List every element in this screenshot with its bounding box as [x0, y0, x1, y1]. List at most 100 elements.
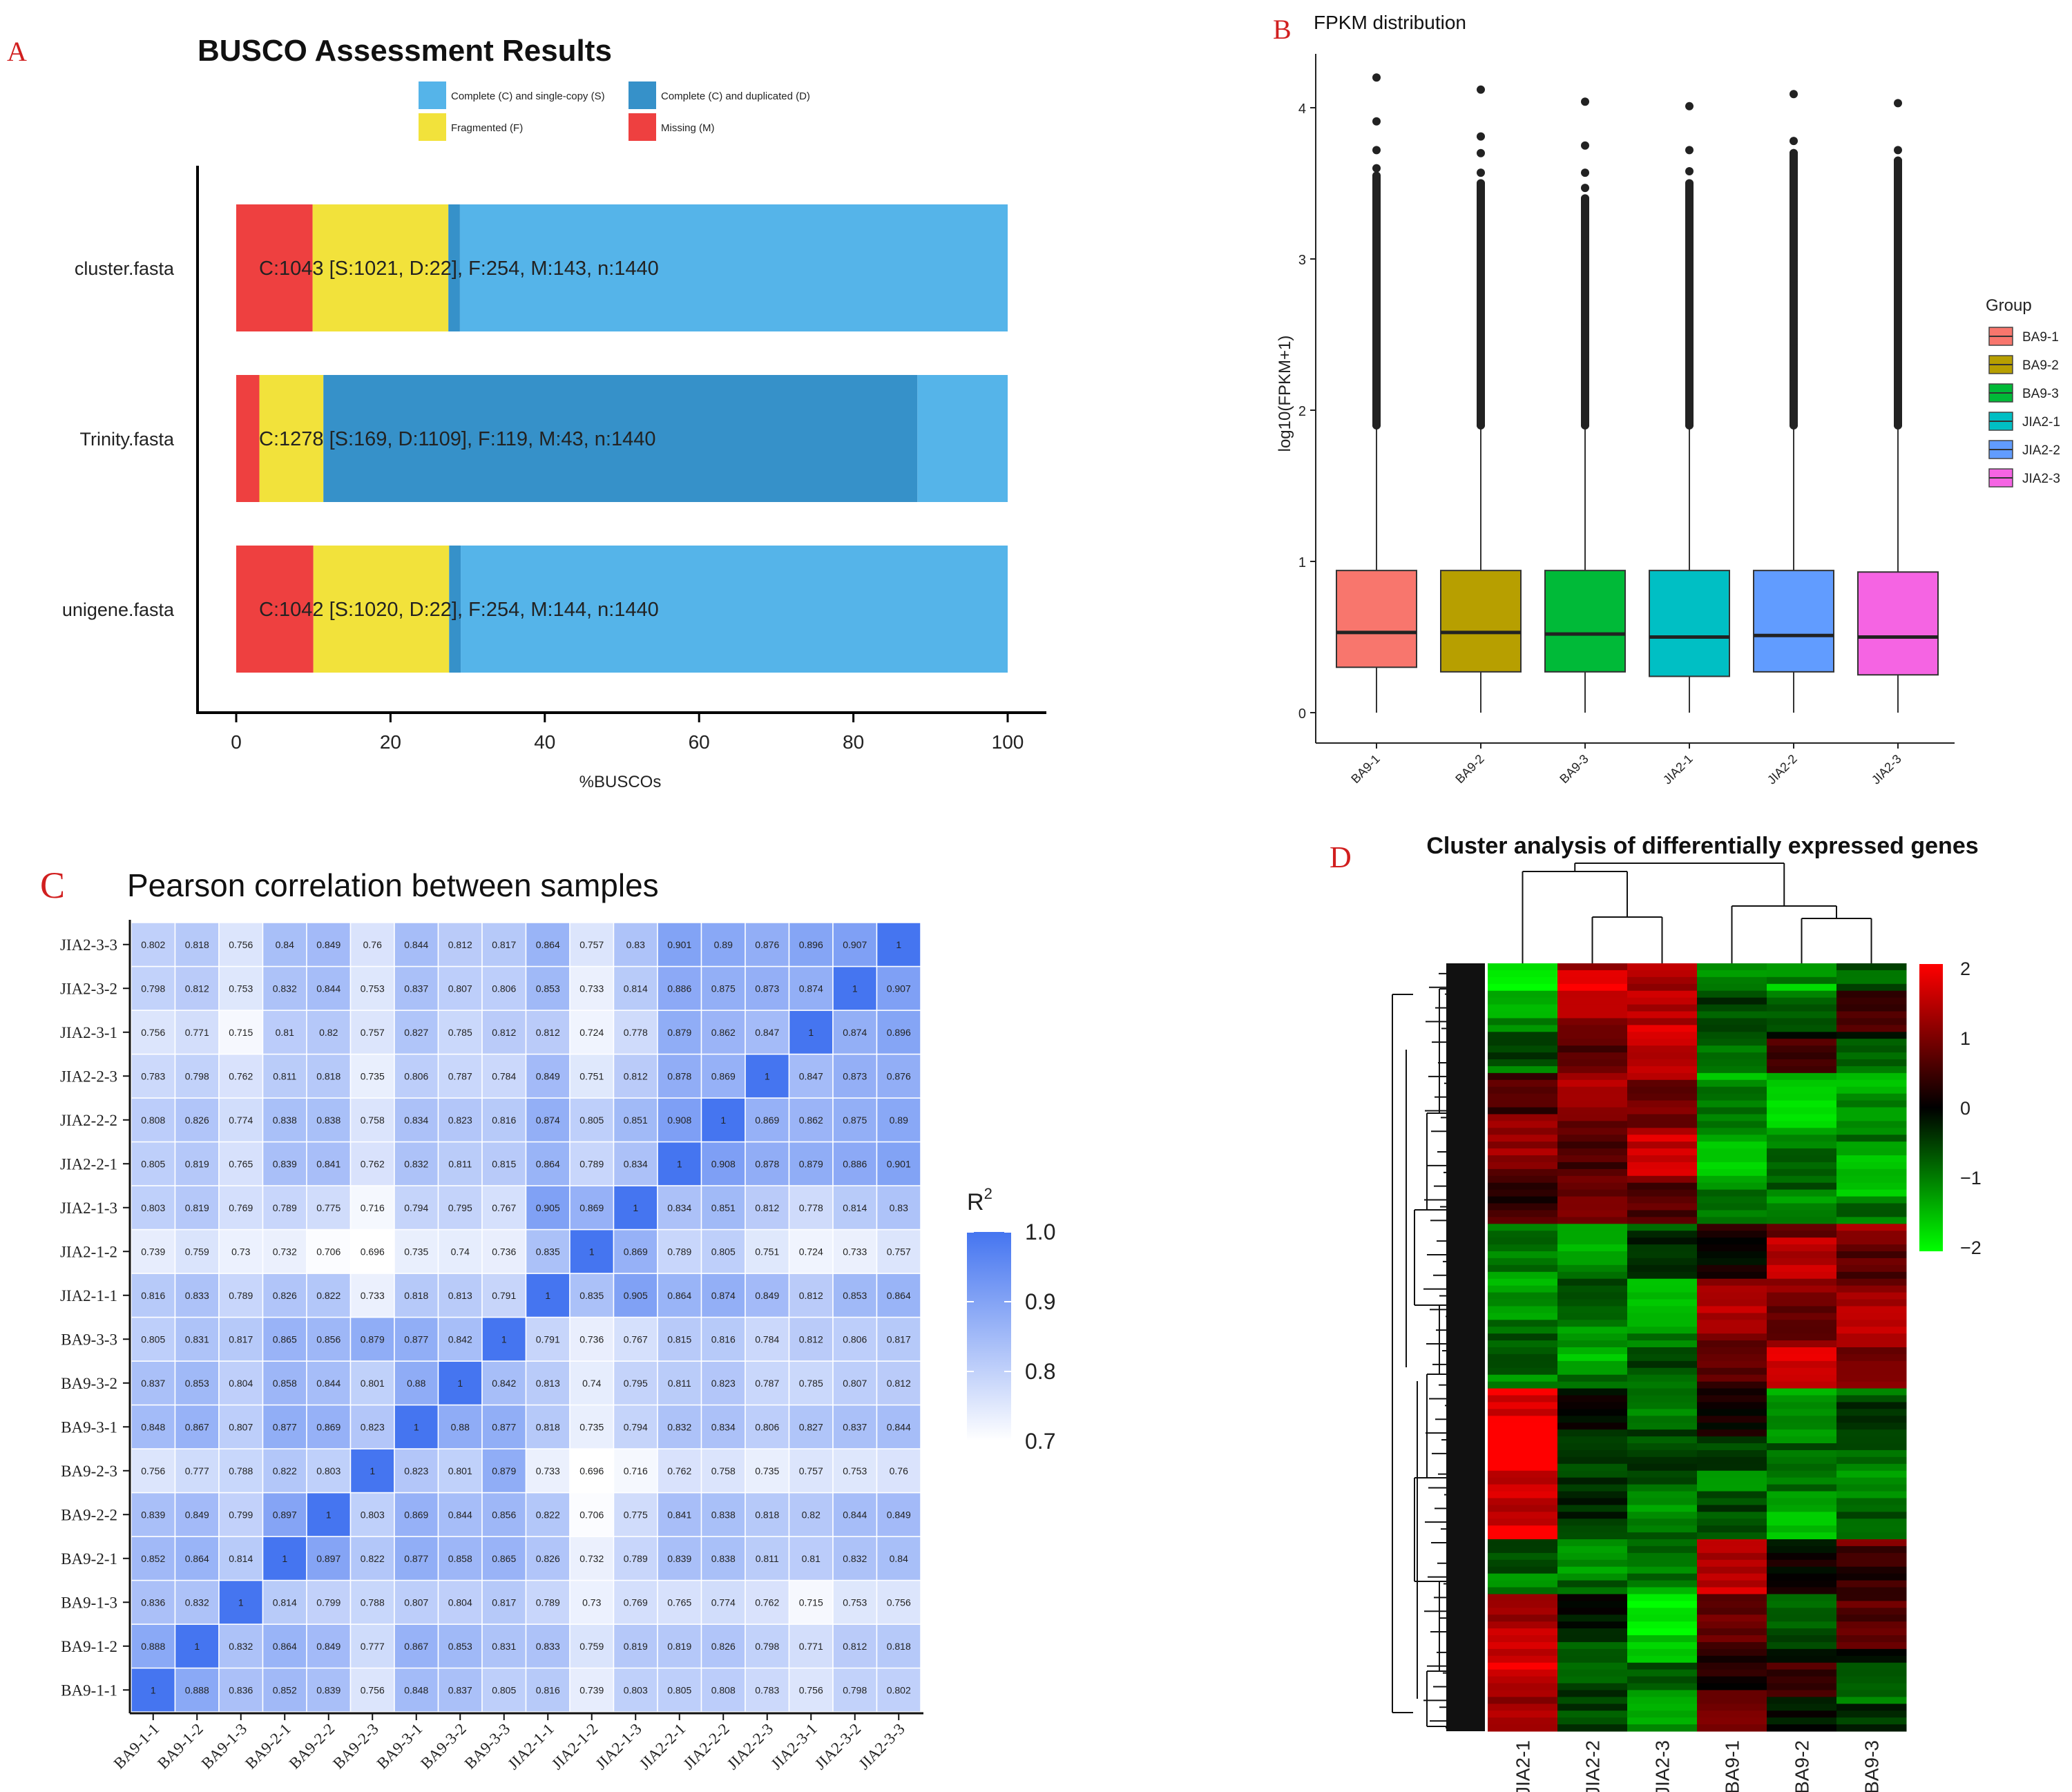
corr-cell [306, 1097, 352, 1143]
deg-cell [1836, 1641, 1907, 1650]
corr-cell [832, 1360, 878, 1406]
deg-cell [1697, 1532, 1767, 1540]
corr-cell [306, 1229, 352, 1274]
deg-cell [1557, 1032, 1628, 1039]
deg-cell [1627, 1107, 1698, 1115]
deg-cell [1557, 1628, 1628, 1636]
deg-cell [1697, 1299, 1767, 1307]
deg-cell [1767, 1032, 1837, 1039]
deg-cell [1627, 1704, 1698, 1711]
deg-cell [1557, 1456, 1628, 1465]
deg-cell [1767, 1258, 1837, 1266]
corr-cell-value: 0.771 [799, 1641, 823, 1652]
deg-cell [1836, 1155, 1907, 1163]
fpkm-box [1544, 570, 1626, 673]
deg-cell [1836, 1203, 1907, 1211]
corr-cell-value: 0.756 [141, 1027, 165, 1038]
deg-cell [1627, 1409, 1698, 1416]
deg-cell [1836, 1100, 1907, 1108]
deg-cell [1767, 1203, 1837, 1211]
corr-cell-value: 1 [194, 1641, 200, 1652]
deg-cell [1697, 1594, 1767, 1601]
fpkm-x-tick-label: BA9-2 [1452, 752, 1487, 787]
corr-cell-value: 0.795 [624, 1378, 648, 1389]
corr-cell-value: 0.822 [361, 1553, 385, 1564]
fpkm-outlier-point [1894, 197, 1902, 206]
deg-cell [1488, 1443, 1558, 1451]
deg-cell [1836, 1587, 1907, 1595]
fpkm-outlier-point [1477, 272, 1485, 281]
corr-cell-value: 0.874 [843, 1027, 867, 1038]
deg-cell [1697, 1388, 1767, 1396]
fpkm-outlier-point [1581, 141, 1589, 150]
corr-y-tick-label: JIA2-3-2 [60, 980, 117, 997]
corr-cell [349, 965, 395, 1011]
corr-cell-value: 0.818 [755, 1509, 779, 1520]
corr-cell [437, 1624, 483, 1669]
deg-cell [1627, 1244, 1698, 1252]
corr-cell-value: 0.757 [887, 1246, 911, 1257]
deg-cell [1697, 1079, 1767, 1088]
corr-cell-value: 0.831 [185, 1333, 209, 1345]
corr-cell-value: 0.803 [361, 1509, 385, 1520]
busco-x-axis-label: %BUSCOs [579, 773, 662, 791]
deg-cell [1488, 1148, 1558, 1156]
deg-cell [1488, 1669, 1558, 1677]
fpkm-outlier-point [1581, 168, 1589, 177]
corr-cell-value: 0.875 [843, 1115, 867, 1126]
deg-cell [1557, 1313, 1628, 1320]
deg-cell [1697, 1697, 1767, 1704]
deg-cell [1697, 1203, 1767, 1211]
deg-cell [1836, 1456, 1907, 1465]
deg-cell [1836, 1409, 1907, 1416]
corr-cell [174, 1097, 220, 1143]
fpkm-legend-label: BA9-3 [2022, 387, 2059, 401]
corr-cell-value: 0.837 [448, 1684, 472, 1695]
deg-cell [1767, 1072, 1837, 1081]
deg-cell [1557, 1655, 1628, 1664]
deg-cell [1767, 1608, 1837, 1615]
deg-cell [1836, 1079, 1907, 1088]
fpkm-y-tick-label: 2 [1298, 404, 1306, 419]
deg-cell [1767, 1615, 1837, 1622]
busco-title: BUSCO Assessment Results [198, 34, 612, 68]
corr-cell-value: 0.739 [141, 1246, 165, 1257]
deg-cell [1767, 1100, 1837, 1108]
deg-cell [1836, 1320, 1907, 1327]
deg-cell [1836, 1505, 1907, 1512]
fpkm-outlier-point [1372, 117, 1381, 126]
corr-cell-value: 0.832 [843, 1553, 867, 1564]
deg-cell [1627, 1641, 1698, 1650]
corr-x-tick-label: BA9-2-2 [286, 1720, 338, 1773]
corr-cell-value: 1 [457, 1378, 463, 1389]
deg-cell [1697, 1052, 1767, 1060]
deg-cell [1488, 1313, 1558, 1320]
deg-cell [1557, 1621, 1628, 1629]
busco-legend-swatch [419, 113, 446, 141]
deg-cell [1697, 1039, 1767, 1046]
corr-cell [525, 1229, 570, 1274]
corr-cell [832, 1229, 878, 1274]
corr-cell [788, 1229, 834, 1274]
deg-cell [1836, 1182, 1907, 1191]
deg-cell [1697, 1217, 1767, 1224]
corr-cell [788, 922, 834, 967]
deg-cell [1627, 1224, 1698, 1231]
deg-cell [1627, 1484, 1698, 1492]
fpkm-outlier-point [1790, 274, 1798, 283]
deg-cell [1627, 1724, 1698, 1732]
deg-cell [1836, 1463, 1907, 1472]
corr-cell [700, 1141, 746, 1186]
deg-cell [1697, 976, 1767, 985]
deg-cell [1488, 1182, 1558, 1191]
deg-cell [1767, 1395, 1837, 1403]
deg-cell [1627, 1367, 1698, 1376]
corr-cell [262, 1097, 307, 1143]
deg-cell [1697, 1237, 1767, 1245]
corr-cell-value: 0.762 [667, 1465, 691, 1476]
corr-cell-value: 0.807 [843, 1378, 867, 1389]
deg-cell [1767, 1039, 1837, 1046]
deg-cell [1627, 1327, 1698, 1334]
corr-cell-value: 0.818 [887, 1641, 911, 1652]
corr-cell-value: 0.879 [492, 1465, 516, 1476]
